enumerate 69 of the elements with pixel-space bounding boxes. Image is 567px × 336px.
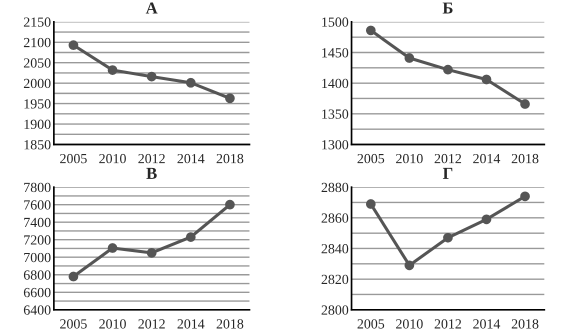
x-tick-label: 2018	[512, 154, 538, 164]
point	[520, 99, 530, 109]
x-tick-label: 2018	[216, 154, 244, 164]
chart-title: А	[146, 2, 158, 14]
y-tick-label: 1850	[24, 140, 51, 150]
x-tick-label: 2012	[434, 319, 462, 329]
point	[443, 64, 453, 75]
y-tick-label: 2000	[24, 78, 51, 88]
point	[225, 200, 235, 210]
point	[404, 260, 414, 270]
point	[108, 243, 118, 253]
y-tick-label: 6800	[24, 270, 51, 280]
x-tick-label: 2012	[138, 319, 165, 329]
y-tick-label: 1400	[322, 78, 348, 88]
point	[404, 53, 414, 63]
x-tick-label: 2012	[434, 154, 462, 164]
y-tick-label: 7000	[24, 252, 51, 262]
chart-title: Г	[442, 168, 452, 179]
x-tick-label: 2010	[396, 319, 423, 329]
point	[520, 191, 530, 202]
y-tick-label: 2150	[24, 17, 51, 27]
point	[108, 65, 118, 75]
y-tick-label: 2880	[322, 182, 348, 192]
y-tick-label: 7400	[24, 218, 51, 228]
point	[146, 72, 157, 82]
y-tick-label: 1300	[322, 140, 348, 150]
y-tick-label: 2050	[24, 58, 51, 68]
x-tick-label: 2010	[99, 319, 126, 329]
point	[366, 199, 376, 209]
y-tick-label: 1350	[322, 109, 348, 119]
y-tick-label: 6600	[24, 288, 51, 298]
y-tick-label: 2800	[322, 305, 348, 315]
chart-title: Б	[442, 2, 453, 14]
chart-title: В	[146, 168, 157, 179]
x-tick-label: 2005	[358, 319, 384, 329]
point	[443, 232, 453, 243]
point	[482, 74, 492, 84]
y-tick-label: 2100	[24, 38, 51, 48]
x-tick-label: 2010	[396, 154, 423, 164]
point	[68, 272, 78, 282]
x-tick-label: 2005	[60, 319, 87, 329]
x-tick-label: 2014	[473, 319, 500, 329]
x-tick-label: 2010	[99, 154, 126, 164]
y-tick-label: 6400	[24, 305, 51, 315]
point	[482, 214, 492, 224]
y-tick-label: 1450	[322, 48, 348, 58]
y-tick-label: 2860	[322, 213, 348, 223]
x-tick-label: 2014	[178, 319, 204, 329]
x-tick-label: 2005	[358, 154, 384, 164]
point	[146, 248, 157, 258]
point	[68, 40, 78, 50]
x-tick-label: 2018	[216, 319, 244, 329]
x-tick-label: 2018	[512, 319, 538, 329]
x-tick-label: 2012	[138, 154, 165, 164]
y-tick-label: 2820	[322, 274, 348, 284]
y-tick-label: 1500	[322, 17, 348, 27]
x-tick-label: 2014	[473, 154, 500, 164]
y-tick-label: 7200	[24, 235, 51, 245]
y-tick-label: 1900	[24, 120, 51, 129]
y-tick-label: 1950	[24, 99, 51, 109]
point	[366, 26, 376, 36]
y-tick-label: 7800	[24, 182, 51, 192]
y-tick-label: 2840	[322, 244, 348, 254]
x-tick-label: 2005	[60, 154, 87, 164]
point	[186, 78, 196, 88]
point	[225, 93, 235, 104]
y-tick-label: 7600	[24, 200, 51, 210]
x-tick-label: 2014	[178, 154, 204, 164]
point	[186, 232, 196, 242]
